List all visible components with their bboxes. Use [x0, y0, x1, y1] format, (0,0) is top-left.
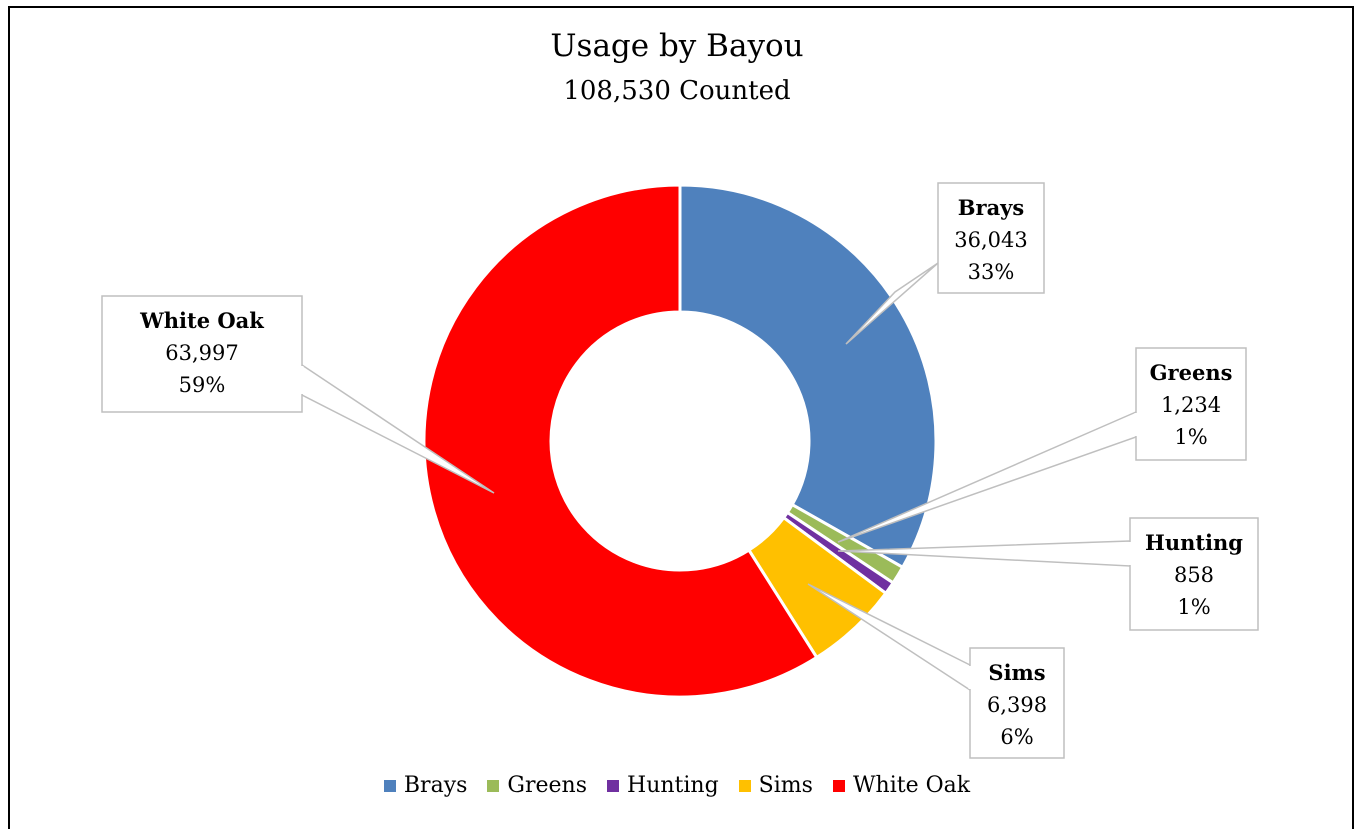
label-percent-greens: 1%: [1174, 425, 1207, 449]
legend-label-white-oak: White Oak: [852, 773, 971, 798]
chart-subtitle: 108,530 Counted: [563, 76, 791, 106]
label-box-white-oak: [101, 295, 303, 413]
legend-label-greens: Greens: [507, 773, 588, 798]
legend-swatch-greens: [487, 779, 500, 792]
label-percent-brays: 33%: [968, 260, 1015, 284]
label-name-greens: Greens: [1150, 360, 1233, 385]
legend-swatch-white-oak: [832, 779, 845, 792]
legend-label-sims: Sims: [758, 773, 813, 798]
label-name-white-oak: White Oak: [139, 308, 264, 333]
legend-swatch-hunting: [607, 779, 620, 792]
label-value-hunting: 858: [1174, 563, 1214, 587]
legend-swatch-sims: [738, 779, 751, 792]
data-label-hunting: Hunting 858 1%: [837, 517, 1259, 631]
label-value-sims: 6,398: [987, 693, 1047, 717]
legend-swatch-brays: [383, 779, 396, 792]
label-value-greens: 1,234: [1161, 393, 1221, 417]
legend-label-hunting: Hunting: [627, 773, 719, 798]
legend-item-sims: Sims: [738, 773, 813, 798]
label-name-hunting: Hunting: [1145, 530, 1243, 555]
label-percent-white-oak: 59%: [179, 373, 226, 397]
label-name-brays: Brays: [958, 195, 1024, 220]
chart-title: Usage by Bayou: [550, 28, 804, 64]
slice-white-oak: [422, 183, 819, 699]
label-box-brays: [937, 182, 1045, 294]
data-label-sims: Sims 6,398 6%: [807, 583, 1065, 759]
legend-item-white-oak: White Oak: [832, 773, 971, 798]
label-value-brays: 36,043: [954, 228, 1027, 252]
chart-legend: Brays Greens Hunting Sims White Oak: [0, 773, 1354, 798]
legend-item-hunting: Hunting: [607, 773, 719, 798]
label-percent-sims: 6%: [1000, 725, 1033, 749]
legend-item-greens: Greens: [487, 773, 587, 798]
slice-brays: [678, 183, 938, 570]
legend-label-brays: Brays: [403, 773, 468, 798]
data-label-white-oak: White Oak 63,997 59%: [101, 295, 495, 494]
label-box-greens: [1135, 347, 1247, 461]
label-value-white-oak: 63,997: [165, 341, 238, 365]
label-name-sims: Sims: [988, 660, 1045, 685]
legend-item-brays: Brays: [383, 773, 468, 798]
leader-line-brays: [845, 262, 939, 345]
label-box-hunting: [1129, 517, 1259, 631]
label-percent-hunting: 1%: [1177, 595, 1210, 619]
data-label-brays: Brays 36,043 33%: [845, 182, 1045, 345]
label-box-sims: [969, 647, 1065, 759]
data-label-greens: Greens 1,234 1%: [837, 347, 1247, 543]
